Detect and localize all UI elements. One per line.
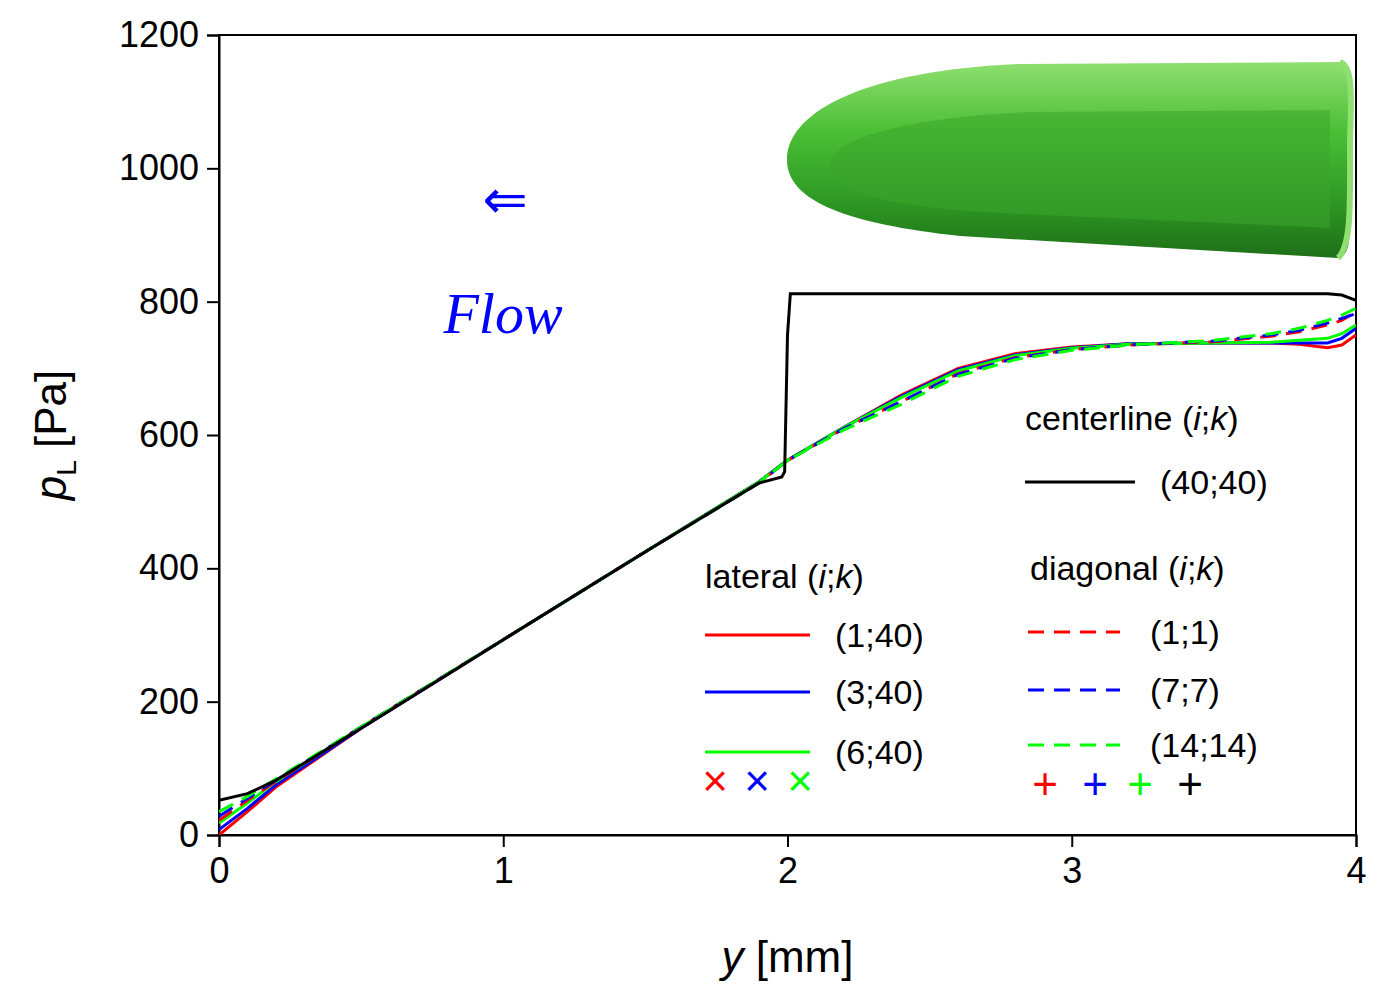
legend-label: (7;7)	[1150, 671, 1220, 709]
legend-swatch	[705, 634, 810, 637]
legend-symbol: ×	[702, 756, 728, 805]
y-axis: 0 200 400 600 800 1000 1200	[119, 14, 220, 855]
annotation: Flow	[442, 281, 563, 346]
x-axis: 0 1 2 3 4	[209, 835, 1366, 891]
legend-group-title: lateral (i;k)	[705, 557, 864, 595]
legend-label: (14;14)	[1150, 726, 1258, 764]
legend: centerline (i;k) (40;40) lateral (i;k) (1;4…	[702, 399, 1268, 808]
legend-label: (6;40)	[835, 733, 924, 771]
x-tick: 4	[1346, 835, 1366, 891]
x-tick-label: 4	[1346, 850, 1366, 891]
x-tick-label: 0	[209, 850, 229, 891]
annotation: ⇐	[482, 168, 527, 231]
legend-swatch	[1028, 689, 1120, 692]
x-axis-title-var: y	[719, 932, 747, 981]
x-tick-label: 2	[778, 850, 798, 891]
y-tick: 600	[139, 414, 219, 455]
x-tick-label: 1	[494, 850, 514, 891]
y-tick: 1200	[119, 14, 219, 55]
y-tick-label: 0	[179, 814, 199, 855]
legend-swatch	[1028, 744, 1120, 747]
x-tick: 1	[494, 835, 514, 891]
legend-symbol: ×	[787, 756, 813, 805]
chart: 0 1 2 3 4 0 200 400 600 800 1000 1200 y [mm] pL [Pa] ⇐…	[0, 0, 1385, 993]
y-tick-mark	[207, 835, 219, 837]
y-tick-mark	[207, 435, 219, 437]
flow-body-rim	[1338, 62, 1351, 258]
y-tick-label: 200	[139, 681, 199, 722]
y-tick: 800	[139, 281, 219, 322]
legend-label: (1;40)	[835, 616, 924, 654]
series-line	[219, 294, 1356, 801]
flow-body-band	[830, 110, 1330, 228]
x-tick-mark	[787, 835, 789, 847]
y-tick: 1000	[119, 147, 219, 188]
y-tick-mark	[207, 301, 219, 303]
legend-symbol: +	[1032, 759, 1058, 808]
y-axis-line	[207, 36, 220, 836]
legend-label: (3;40)	[835, 673, 924, 711]
x-tick-mark	[1356, 835, 1358, 847]
x-axis-line	[220, 836, 1357, 848]
legend-symbol: +	[1082, 759, 1108, 808]
y-axis-title-unit: [Pa]	[26, 370, 75, 461]
legend-group-title: centerline (i;k)	[1025, 399, 1239, 437]
y-tick-mark	[207, 568, 219, 570]
x-tick-mark	[503, 835, 505, 847]
legend-label: (40;40)	[1160, 463, 1268, 501]
legend-swatch	[1025, 481, 1135, 484]
x-axis-title: y [mm]	[719, 932, 854, 981]
y-tick: 0	[179, 814, 219, 855]
y-axis-title-sub: L	[51, 460, 82, 476]
x-tick-label: 3	[1062, 850, 1082, 891]
y-tick: 200	[139, 681, 219, 722]
legend-swatch	[705, 751, 810, 754]
y-axis-title-var: p	[26, 476, 75, 502]
y-tick-label: 600	[139, 414, 199, 455]
legend-symbol: ×	[744, 756, 770, 805]
x-tick-mark	[219, 835, 221, 847]
legend-group-title: diagonal (i;k)	[1030, 549, 1225, 587]
y-tick-mark	[207, 35, 219, 37]
x-tick: 3	[1062, 835, 1082, 891]
x-axis-title-unit: [mm]	[744, 932, 854, 981]
y-tick-label: 1200	[119, 14, 199, 55]
legend-label: (1;1)	[1150, 613, 1220, 651]
legend-symbol: +	[1177, 759, 1203, 808]
x-tick: 0	[209, 835, 229, 891]
y-axis-title: pL [Pa]	[26, 370, 82, 503]
legend-swatch	[1028, 631, 1120, 634]
flow-body-shape	[787, 62, 1349, 258]
legend-swatch	[705, 691, 810, 694]
y-tick: 400	[139, 547, 219, 588]
flow-body-illustration	[787, 62, 1351, 258]
y-tick-label: 1000	[119, 147, 199, 188]
plot-frame	[219, 35, 1356, 835]
legend-symbol: +	[1127, 759, 1153, 808]
series-line	[219, 335, 1356, 835]
x-tick-mark	[1071, 835, 1073, 847]
y-tick-mark	[207, 168, 219, 170]
y-tick-label: 400	[139, 547, 199, 588]
y-tick-label: 800	[139, 281, 199, 322]
y-tick-mark	[207, 701, 219, 703]
x-tick: 2	[778, 835, 798, 891]
plot-area	[219, 294, 1356, 835]
